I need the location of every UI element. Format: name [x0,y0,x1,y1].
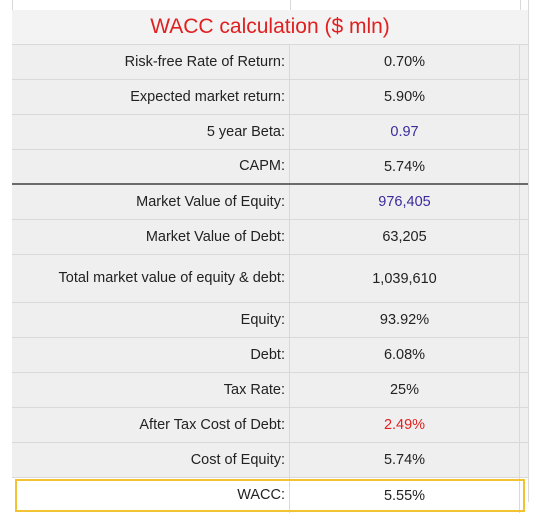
row-value[interactable]: 93.92% [290,303,520,337]
table-title: WACC calculation ($ mln) [150,15,390,38]
row-label: Cost of Equity: [12,443,290,477]
empty-cell[interactable] [520,443,528,477]
table-row[interactable]: CAPM: 5.74% [12,150,528,185]
empty-cell[interactable] [520,45,528,79]
row-value[interactable]: 0.97 [290,115,520,149]
empty-cell[interactable] [520,303,528,337]
empty-cell[interactable] [520,220,528,254]
row-value[interactable]: 5.74% [290,150,520,183]
row-value[interactable]: 5.55% [290,478,520,513]
row-value[interactable]: 976,405 [290,185,520,219]
empty-cell[interactable] [520,255,528,302]
row-value[interactable]: 25% [290,373,520,407]
table-row[interactable]: Market Value of Debt: 63,205 [12,220,528,255]
empty-cell[interactable] [520,373,528,407]
table-row[interactable]: Risk-free Rate of Return: 0.70% [12,45,528,80]
row-label: After Tax Cost of Debt: [12,408,290,442]
table-row[interactable]: Total market value of equity & debt: 1,0… [12,255,528,303]
row-label: Equity: [12,303,290,337]
row-label: Risk-free Rate of Return: [12,45,290,79]
row-value[interactable]: 6.08% [290,338,520,372]
table-row[interactable]: Debt: 6.08% [12,338,528,373]
row-value[interactable]: 5.90% [290,80,520,114]
table-row[interactable]: 5 year Beta: 0.97 [12,115,528,150]
table-row[interactable]: Market Value of Equity: 976,405 [12,185,528,220]
row-value[interactable]: 2.49% [290,408,520,442]
empty-cell[interactable] [520,115,528,149]
empty-cell[interactable] [520,150,528,183]
table-row[interactable]: Cost of Equity: 5.74% [12,443,528,478]
row-label: Debt: [12,338,290,372]
table-row[interactable]: Tax Rate: 25% [12,373,528,408]
row-label: Market Value of Debt: [12,220,290,254]
table-row[interactable]: After Tax Cost of Debt: 2.49% [12,408,528,443]
row-label: CAPM: [12,150,290,183]
table-row[interactable]: Equity: 93.92% [12,303,528,338]
row-value[interactable]: 0.70% [290,45,520,79]
wacc-table: WACC calculation ($ mln) Risk-free Rate … [12,10,528,513]
title-row[interactable]: WACC calculation ($ mln) [12,10,528,45]
next-row-strip [0,502,540,514]
row-label: WACC: [12,478,290,513]
empty-cell[interactable] [520,185,528,219]
empty-cell[interactable] [520,80,528,114]
row-label: Total market value of equity & debt: [12,255,290,302]
row-label: Expected market return: [12,80,290,114]
row-label: Tax Rate: [12,373,290,407]
right-gutter [528,10,540,502]
row-label: Market Value of Equity: [12,185,290,219]
row-label: 5 year Beta: [12,115,290,149]
row-value[interactable]: 63,205 [290,220,520,254]
empty-cell[interactable] [520,408,528,442]
row-value[interactable]: 5.74% [290,443,520,477]
empty-cell[interactable] [520,338,528,372]
row-value[interactable]: 1,039,610 [290,255,520,302]
table-row[interactable]: Expected market return: 5.90% [12,80,528,115]
